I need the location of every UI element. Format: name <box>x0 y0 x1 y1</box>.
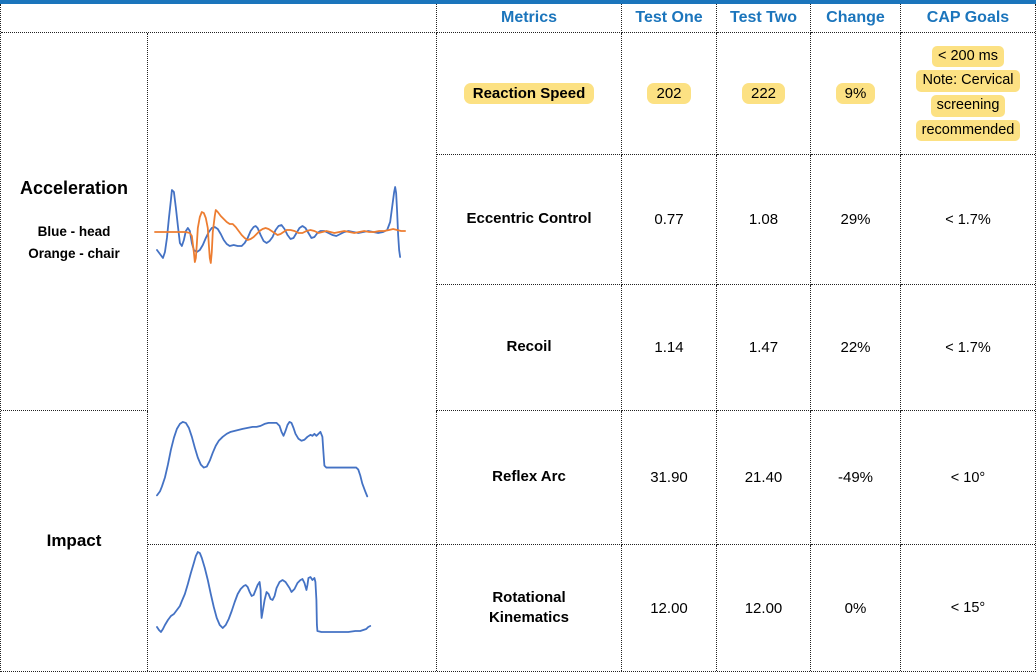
metric-name-recoil: Recoil <box>437 285 622 411</box>
reflex-arc-test-one: 31.90 <box>622 411 717 545</box>
legend-orange-chair: Orange - chair <box>28 246 120 261</box>
impact-section-label: Impact <box>1 411 148 671</box>
reflex-arc-chart-svg <box>156 421 369 498</box>
goal-note-line: screening <box>930 95 1006 117</box>
recoil-test-two: 1.47 <box>717 285 811 411</box>
rotational-kinematics-test-two: 12.00 <box>717 545 811 671</box>
acceleration-chart <box>148 33 437 411</box>
metric-label: Rotational Kinematics <box>488 588 570 626</box>
column-header-test-one: Test One <box>622 4 717 33</box>
column-header-cap-goals: CAP Goals <box>901 4 1035 33</box>
top-accent-bar <box>0 0 1036 4</box>
highlighted-metric-label: Reaction Speed <box>463 83 595 104</box>
reflex-arc-test-two: 21.40 <box>717 411 811 545</box>
eccentric-control-test-one: 0.77 <box>622 155 717 285</box>
column-header-metrics: Metrics <box>437 4 622 33</box>
highlighted-value: 9% <box>835 83 876 104</box>
column-header-change: Change <box>811 4 901 33</box>
metric-label: Eccentric Control <box>466 210 592 228</box>
acceleration-chart-legend: Blue - head Orange - chair <box>28 221 120 264</box>
acceleration-section-label: Acceleration Blue - head Orange - chair <box>1 33 148 411</box>
rotational-kinematics-chart-svg <box>156 551 372 633</box>
highlighted-value: 222 <box>741 83 786 104</box>
metric-label: Reflex Arc <box>492 468 566 486</box>
highlighted-value: 202 <box>647 83 691 104</box>
report-table: Metrics Test One Test Two Change CAP Goa… <box>0 4 1036 672</box>
recoil-change: 22% <box>811 285 901 411</box>
metric-name-reflex-arc: Reflex Arc <box>437 411 622 545</box>
goal-note-line: recommended <box>915 119 1021 142</box>
recoil-test-one: 1.14 <box>622 285 717 411</box>
metric-name-rotational-kinematics: Rotational Kinematics <box>437 545 622 671</box>
metric-label: Recoil <box>506 338 552 356</box>
recoil-cap-goal: < 1.7% <box>901 285 1035 411</box>
reflex-arc-cap-goal: < 10° <box>901 411 1035 545</box>
column-header-test-two: Test Two <box>717 4 811 33</box>
eccentric-control-test-two: 1.08 <box>717 155 811 285</box>
reaction-speed-cap-goal: < 200 ms Note: Cervical screening recomm… <box>901 33 1035 155</box>
metric-name-eccentric-control: Eccentric Control <box>437 155 622 285</box>
reaction-speed-test-two: 222 <box>717 33 811 155</box>
rotational-kinematics-chart <box>148 545 437 671</box>
rotational-kinematics-cap-goal: < 15° <box>950 600 986 616</box>
rotational-kinematics-change: 0% <box>811 545 901 671</box>
acceleration-chart-svg <box>154 186 407 264</box>
reaction-speed-test-one: 202 <box>622 33 717 155</box>
metric-name-reaction-speed: Reaction Speed <box>437 33 622 155</box>
rotational-kinematics-test-one: 12.00 <box>622 545 717 671</box>
goal-note-line: Note: Cervical <box>916 70 1020 92</box>
eccentric-control-change: 29% <box>811 155 901 285</box>
reflex-arc-change: -49% <box>811 411 901 545</box>
goal-line: < 200 ms <box>931 45 1005 68</box>
acceleration-title: Acceleration <box>19 178 129 199</box>
reflex-arc-chart <box>148 411 437 545</box>
eccentric-control-cap-goal: < 1.7% <box>901 155 1035 285</box>
header-empty-cell <box>1 4 437 33</box>
legend-blue-head: Blue - head <box>37 224 111 240</box>
impact-title: Impact <box>46 531 102 550</box>
reaction-speed-change: 9% <box>811 33 901 155</box>
